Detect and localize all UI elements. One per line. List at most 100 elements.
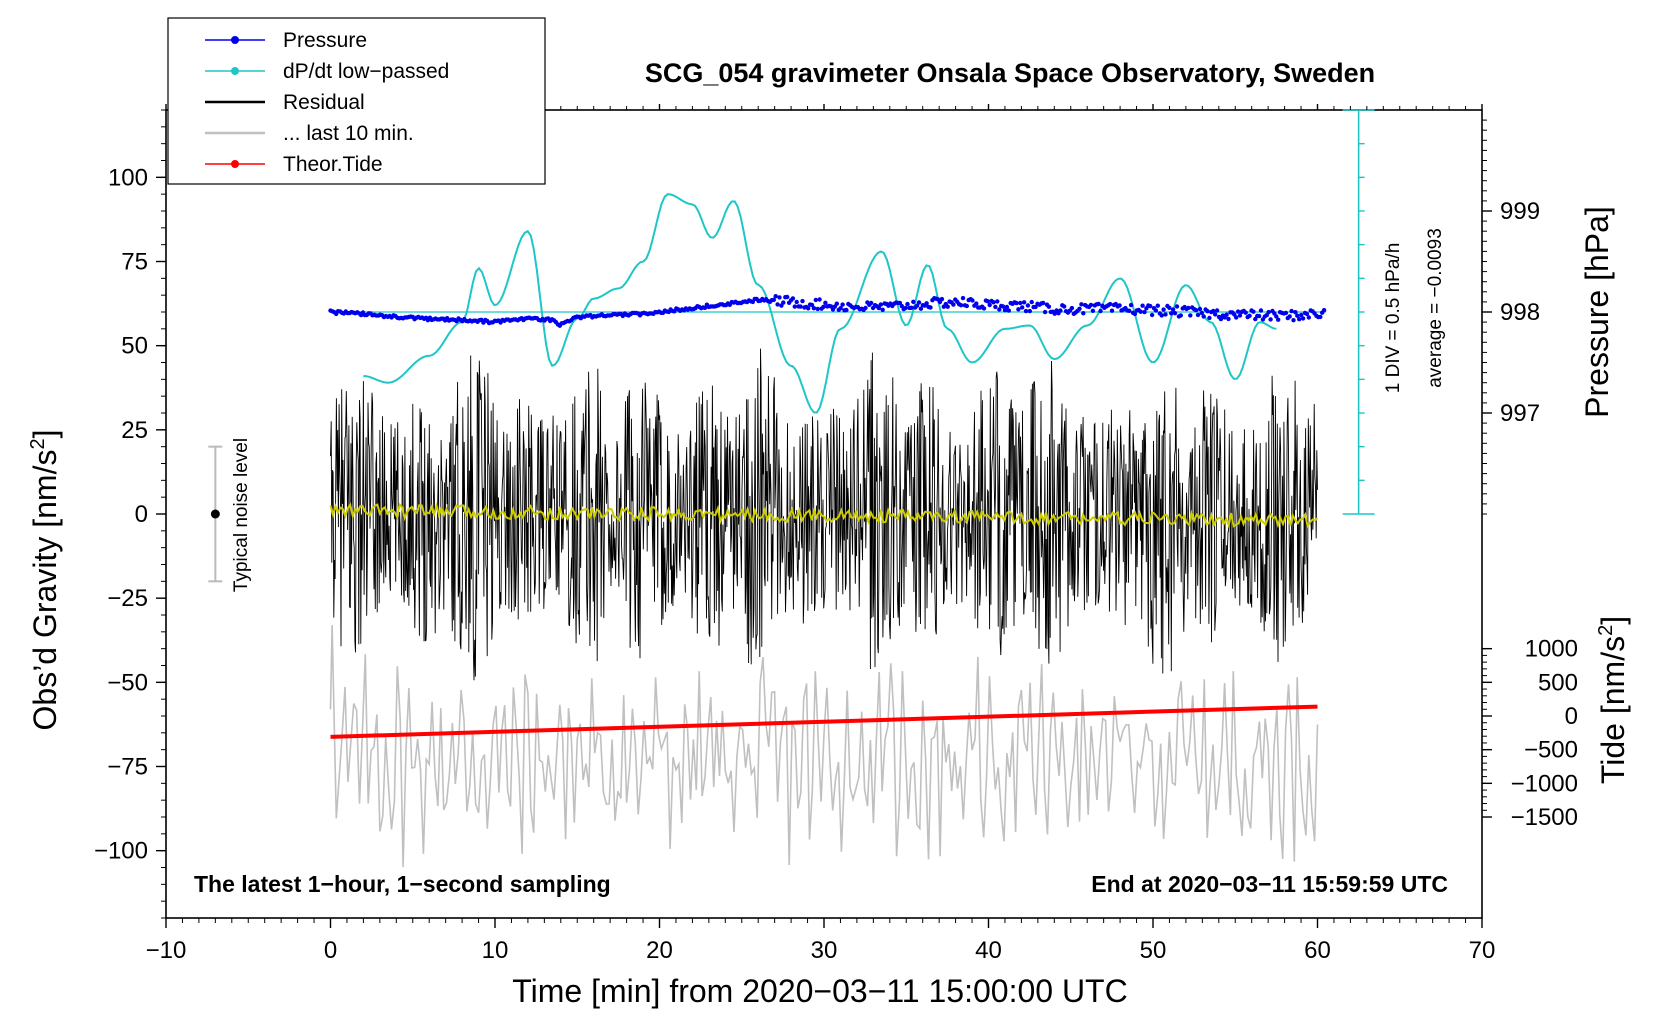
pressure-point [1046, 304, 1052, 309]
pressure-tick-label: 997 [1500, 400, 1540, 427]
gravity-tick-label: −75 [107, 754, 148, 781]
pressure-point [771, 297, 776, 302]
pressure-point [1128, 302, 1134, 308]
pressure-point [1088, 302, 1094, 308]
legend-label: Theor.Tide [283, 153, 383, 176]
pressure-point [1201, 314, 1206, 319]
pressure-point [1109, 308, 1115, 313]
pressure-point [869, 300, 874, 306]
pressure-point [1148, 303, 1153, 309]
x-tick-label: 60 [1304, 937, 1331, 964]
pressure-point [905, 301, 910, 307]
pressure-point [792, 304, 797, 309]
series-last-10-min [329, 625, 1319, 868]
pressure-point [1186, 305, 1191, 311]
tide-tick-label: −1500 [1511, 804, 1578, 831]
pressure-point [838, 306, 843, 311]
pressure-point [964, 303, 969, 309]
pressure-point [985, 299, 990, 304]
pressure-point [821, 304, 826, 309]
pressure-point [1014, 300, 1019, 306]
pressure-point [1188, 313, 1193, 318]
pressure-point [785, 294, 790, 300]
pressure-point [1289, 308, 1294, 314]
pressure-point [811, 306, 817, 311]
dpdt-scale-label-2: average = −0.0093 [1425, 228, 1446, 388]
pressure-point [1018, 300, 1023, 306]
pressure-point [1127, 308, 1132, 313]
pressure-point [1132, 311, 1138, 317]
pressure-point [897, 300, 903, 306]
pressure-point [924, 301, 929, 306]
pressure-point [928, 305, 933, 310]
pressure-point [987, 302, 992, 308]
chart-title: SCG_054 gravimeter Onsala Space Observat… [645, 58, 1375, 88]
pressure-point [773, 294, 778, 299]
series-theor-tide [330, 704, 1318, 739]
pressure-point [1069, 305, 1075, 311]
pressure-point [945, 304, 950, 309]
pressure-point [1170, 307, 1176, 312]
plot-layer [165, 109, 1483, 919]
pressure-point [903, 305, 908, 311]
tide-tick-label: 500 [1538, 669, 1578, 696]
series-dpdt [363, 193, 1277, 414]
pressure-point [1211, 308, 1216, 314]
pressure-point [1079, 302, 1084, 307]
footer-left: The latest 1−hour, 1−second sampling [194, 871, 611, 897]
pressure-point [960, 295, 966, 301]
legend: Pressure dP/dt low−passed Residual ... last… [167, 17, 546, 185]
gravity-tick-label: 75 [121, 249, 148, 276]
pressure-point [1138, 309, 1143, 314]
pressure-point [993, 304, 998, 310]
pressure-tick-label: 998 [1500, 299, 1540, 326]
pressure-point [1247, 313, 1252, 318]
pressure-point [911, 299, 916, 304]
tide-axis-title: Tide [nm/s2] [1595, 616, 1631, 784]
pressure-point [1321, 308, 1327, 313]
x-tick-label: 70 [1469, 937, 1496, 964]
x-tick-label: 10 [482, 937, 509, 964]
pressure-point [1295, 313, 1300, 318]
pressure-point [876, 305, 882, 311]
pressure-point [1159, 313, 1164, 318]
pressure-point [1218, 316, 1224, 322]
pressure-point [1006, 308, 1011, 313]
gravity-axis: 100 75 50 25 0 −25 −50 −75 −100 [94, 109, 166, 919]
gravity-tick-label: 50 [121, 333, 148, 360]
pressure-point [1214, 308, 1220, 313]
gravity-tick-label: 25 [121, 417, 148, 444]
pressure-point [951, 302, 956, 307]
pressure-point [1224, 312, 1229, 317]
gravity-tick-label: −50 [107, 669, 148, 696]
legend-label: Pressure [283, 29, 367, 52]
pressure-point [918, 306, 924, 311]
pressure-point [1163, 312, 1168, 317]
x-tick-label: 20 [646, 937, 673, 964]
pressure-point [1197, 306, 1203, 312]
pressure-point [815, 306, 820, 312]
pressure-point [1276, 317, 1281, 322]
pressure-point [1149, 312, 1155, 318]
pressure-point [781, 300, 786, 305]
pressure-point [1297, 317, 1302, 322]
pressure-point [1090, 308, 1096, 313]
pressure-point [1096, 301, 1101, 307]
legend-label: Residual [283, 91, 365, 114]
series-residual [330, 348, 1318, 681]
pressure-point [970, 298, 975, 303]
pressure-point [1258, 308, 1264, 313]
pressure-point [844, 307, 849, 313]
pressure-point [997, 307, 1002, 312]
pressure-point [1023, 308, 1029, 314]
pressure-point [1029, 299, 1034, 305]
pressure-point [1195, 312, 1201, 318]
pressure-point [834, 301, 839, 306]
pressure-point [1167, 305, 1172, 310]
noise-level-marker [208, 445, 223, 583]
pressure-point [1226, 316, 1231, 322]
pressure-point [1098, 308, 1103, 314]
pressure-point [1058, 308, 1063, 313]
pressure-point [1161, 307, 1166, 312]
pressure-point [1205, 309, 1210, 314]
